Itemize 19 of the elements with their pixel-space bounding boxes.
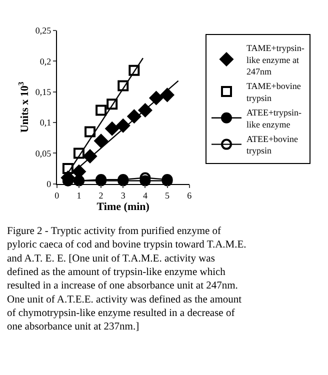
legend-label: ATEE+trypsin-like enzyme bbox=[246, 108, 302, 130]
y-tick-label: 0,2 bbox=[40, 56, 52, 66]
y-tick-label: 0,05 bbox=[35, 148, 52, 158]
x-tick-label: 0 bbox=[54, 190, 60, 201]
x-tick-label: 3 bbox=[120, 190, 126, 201]
legend-label: TAME+bovine trypsin bbox=[246, 81, 301, 103]
y-tick-label: 0,15 bbox=[35, 87, 52, 98]
legend-label: TAME+trypsin-like enzyme at 247nm bbox=[246, 43, 304, 76]
legend-label: ATEE+bovine trypsin bbox=[246, 134, 298, 156]
y-tick-label: 0,1 bbox=[40, 118, 52, 128]
x-tick-label: 4 bbox=[142, 190, 148, 201]
x-tick-label: 6 bbox=[187, 190, 192, 201]
x-tick-label: 1 bbox=[76, 190, 82, 201]
caption: Figure 2 - Tryptic activity from purified enzyme of pyloric caeca of cod and bovine trypsin toward T.A.M.E. and A.T. E. E. [One unit of T.A.M.E. activity was defined as the amount of trypsin-like enzyme which resulted in a increase of one absorbance unit at 247nm. One unit of A.T.E.E. activity was defined as the amount of chymotrypsin-like enzyme resulted in a decrease of one absorbance unit at 237nm.] bbox=[7, 226, 246, 333]
x-tick-label: 2 bbox=[98, 190, 104, 201]
x-tick-label: 5 bbox=[165, 190, 170, 201]
y-tick-label: 0 bbox=[46, 179, 52, 189]
x-axis-title: Time (min) bbox=[96, 200, 150, 213]
y-tick-label: 0,25 bbox=[35, 26, 52, 36]
